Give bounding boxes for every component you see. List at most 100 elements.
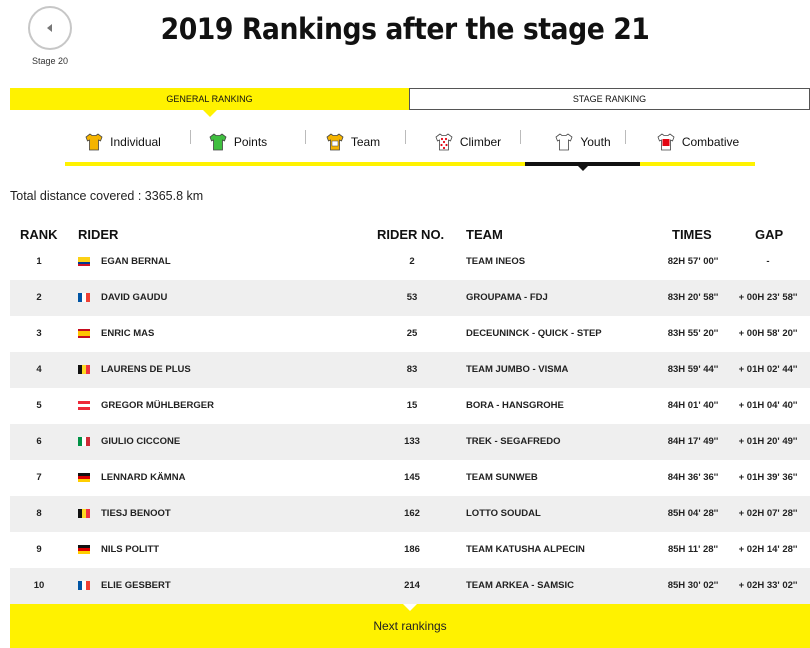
gap-cell: + 02H 14' 28'': [738, 544, 798, 555]
header-rank: RANK: [20, 227, 58, 242]
stage-ranking-tab[interactable]: STAGE RANKING: [409, 88, 810, 110]
team-name-link[interactable]: TEAM INEOS: [466, 256, 526, 267]
rider-name-link[interactable]: ELIE GESBERT: [101, 580, 171, 591]
previous-stage-button[interactable]: [28, 6, 72, 50]
tab-label: Points: [233, 135, 268, 149]
rank-cell: 9: [36, 544, 42, 555]
rank-cell: 4: [36, 364, 42, 375]
rider-number-cell: 214: [404, 580, 420, 591]
colombia-flag-icon: [78, 257, 90, 266]
germany-flag-icon: [78, 545, 90, 554]
time-cell: 83H 59' 44'': [667, 364, 719, 375]
time-cell: 84H 01' 40'': [667, 400, 719, 411]
rider-name-link[interactable]: ENRIC MAS: [101, 328, 155, 339]
time-cell: 85H 30' 02'': [667, 580, 719, 591]
france-flag-icon: [78, 293, 90, 302]
general-ranking-tab[interactable]: GENERAL RANKING: [10, 88, 409, 117]
header-team: TEAM: [466, 227, 503, 242]
rider-number-cell: 83: [406, 364, 418, 375]
rank-cell: 2: [36, 292, 42, 303]
gap-cell: + 02H 33' 02'': [738, 580, 798, 591]
table-row: 2 DAVID GAUDU 53 GROUPAMA - FDJ 83H 20' 58''…: [10, 280, 810, 316]
rider-number-cell: 2: [409, 256, 415, 267]
team-name-link[interactable]: GROUPAMA - FDJ: [466, 292, 548, 303]
rider-number-cell: 15: [406, 400, 418, 411]
team-name-link[interactable]: TEAM JUMBO - VISMA: [466, 364, 569, 375]
table-row: 1 EGAN BERNAL 2 TEAM INEOS 82H 57' 00'' -: [10, 244, 810, 280]
tab-label: Team: [350, 135, 381, 149]
time-cell: 84H 36' 36'': [667, 472, 719, 483]
rider-name-link[interactable]: LENNARD KÄMNA: [101, 472, 186, 483]
gap-cell: + 01H 20' 49'': [738, 436, 798, 447]
next-rankings-button[interactable]: Next rankings: [10, 604, 810, 648]
polka-dot-jersey-icon: [435, 133, 453, 151]
white-jersey-icon: [555, 133, 573, 151]
team-name-link[interactable]: TEAM SUNWEB: [466, 472, 538, 483]
tab-climber[interactable]: Climber: [410, 122, 525, 166]
germany-flag-icon: [78, 473, 90, 482]
table-row: 3 ENRIC MAS 25 DECEUNINCK - QUICK - STEP 83H…: [10, 316, 810, 352]
team-name-link[interactable]: TEAM KATUSHA ALPECIN: [466, 544, 585, 555]
team-name-link[interactable]: TEAM ARKEA - SAMSIC: [466, 580, 575, 591]
tab-label: Combative: [681, 135, 740, 149]
yellow-jersey-icon: [85, 133, 103, 151]
chevron-left-icon: [46, 24, 52, 32]
team-name-link[interactable]: BORA - HANSGROHE: [466, 400, 564, 411]
gap-cell: -: [766, 256, 770, 267]
table-row: 6 GIULIO CICCONE 133 TREK - SEGAFREDO 84H 17…: [10, 424, 810, 460]
rider-name-link[interactable]: GIULIO CICCONE: [101, 436, 181, 447]
tab-combative[interactable]: Combative: [640, 122, 755, 166]
rank-cell: 3: [36, 328, 42, 339]
rank-cell: 7: [36, 472, 42, 483]
rank-cell: 10: [33, 580, 45, 591]
team-name-link[interactable]: LOTTO SOUDAL: [466, 508, 541, 519]
tab-individual[interactable]: Individual: [65, 122, 180, 166]
belgium-flag-icon: [78, 365, 90, 374]
table-row: 7 LENNARD KÄMNA 145 TEAM SUNWEB 84H 36' 36''…: [10, 460, 810, 496]
rider-name-link[interactable]: NILS POLITT: [101, 544, 160, 555]
rider-name-link[interactable]: DAVID GAUDU: [101, 292, 168, 303]
previous-stage-nav: Stage 20: [26, 6, 74, 66]
spain-flag-icon: [78, 329, 90, 338]
tab-label: Youth: [580, 135, 611, 149]
tab-divider: [190, 130, 191, 144]
header-rider-no: RIDER NO.: [377, 227, 445, 242]
gap-cell: + 01H 02' 44'': [738, 364, 798, 375]
table-row: 4 LAURENS DE PLUS 83 TEAM JUMBO - VISMA 83H …: [10, 352, 810, 388]
total-distance: Total distance covered : 3365.8 km: [10, 189, 204, 203]
tab-divider: [405, 130, 406, 144]
tab-youth[interactable]: Youth: [525, 122, 640, 171]
rider-number-cell: 133: [404, 436, 420, 447]
italy-flag-icon: [78, 437, 90, 446]
tab-label: Climber: [459, 135, 502, 149]
table-row: 8 TIESJ BENOOT 162 LOTTO SOUDAL 85H 04' 28''…: [10, 496, 810, 532]
tab-divider: [305, 130, 306, 144]
team-name-link[interactable]: DECEUNINCK - QUICK - STEP: [466, 328, 602, 339]
rider-name-link[interactable]: GREGOR MÜHLBERGER: [101, 400, 214, 411]
time-cell: 84H 17' 49'': [667, 436, 719, 447]
rank-cell: 5: [36, 400, 42, 411]
time-cell: 83H 55' 20'': [667, 328, 719, 339]
gap-cell: + 02H 07' 28'': [738, 508, 798, 519]
time-cell: 85H 11' 28'': [667, 544, 719, 555]
team-jersey-icon: [326, 133, 344, 151]
green-jersey-icon: [209, 133, 227, 151]
rider-name-link[interactable]: LAURENS DE PLUS: [101, 364, 191, 375]
header-times: TIMES: [672, 227, 712, 242]
belgium-flag-icon: [78, 509, 90, 518]
tab-points[interactable]: Points: [180, 122, 295, 166]
red-number-jersey-icon: [657, 133, 675, 151]
header-rider: RIDER: [78, 227, 119, 242]
team-name-link[interactable]: TREK - SEGAFREDO: [466, 436, 561, 447]
rider-name-link[interactable]: TIESJ BENOOT: [101, 508, 171, 519]
rank-cell: 8: [36, 508, 42, 519]
tab-team[interactable]: Team: [295, 122, 410, 166]
page-title: 2019 Rankings after the stage 21: [160, 12, 650, 46]
tab-label: Individual: [110, 135, 161, 149]
rider-number-cell: 145: [404, 472, 420, 483]
rider-name-link[interactable]: EGAN BERNAL: [101, 256, 171, 267]
rider-number-cell: 25: [406, 328, 418, 339]
header-gap: GAP: [755, 227, 784, 242]
previous-stage-label: Stage 20: [31, 56, 69, 66]
rider-number-cell: 53: [406, 292, 418, 303]
